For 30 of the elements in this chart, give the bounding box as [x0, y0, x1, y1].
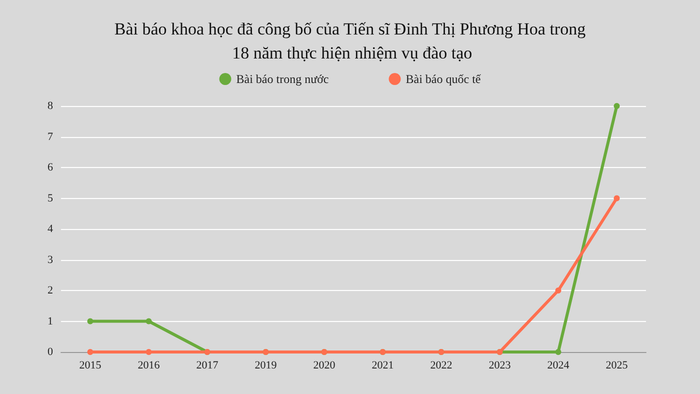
- y-tick-label: 6: [48, 162, 54, 174]
- y-tick-label: 1: [48, 315, 53, 328]
- point: [614, 103, 620, 109]
- point: [87, 349, 94, 355]
- legend-label: Bài báo trong nước: [236, 72, 329, 86]
- x-tick-label: 2021: [372, 360, 394, 372]
- x-tick-label: 2016: [138, 360, 160, 372]
- y-tick-label: 7: [48, 130, 54, 143]
- y-tick-label: 3: [48, 254, 54, 266]
- x-tick-label: 2024: [547, 360, 570, 372]
- point: [555, 288, 562, 294]
- point: [555, 349, 562, 355]
- y-tick-label: 5: [48, 192, 54, 204]
- y-tick-label: 0: [48, 346, 54, 358]
- x-tick-label: 2023: [488, 360, 512, 372]
- y-tick-label: 4: [48, 223, 54, 235]
- x-tick-label: 2025: [606, 360, 628, 372]
- point: [87, 318, 94, 324]
- y-tick-label: 2: [48, 284, 53, 296]
- x-tick-label: 2017: [196, 360, 219, 372]
- point: [146, 349, 152, 355]
- x-tick-label: 2020: [313, 360, 336, 372]
- chart-title: Bài báo khoa học đã công bố của Tiến sĩ Đinh Thị Phương Hoa trong 18 năm thực hiện nhiệm vụ đào tạo: [114, 20, 586, 62]
- x-tick-label: 2015: [79, 360, 102, 372]
- legend-label: Bài báo quốc tế: [406, 72, 482, 86]
- y-tick-label: 8: [48, 100, 54, 112]
- point: [614, 195, 620, 202]
- x-tick-label: 2019: [254, 360, 278, 372]
- x-tick-label: 2022: [430, 360, 452, 372]
- point: [146, 318, 152, 324]
